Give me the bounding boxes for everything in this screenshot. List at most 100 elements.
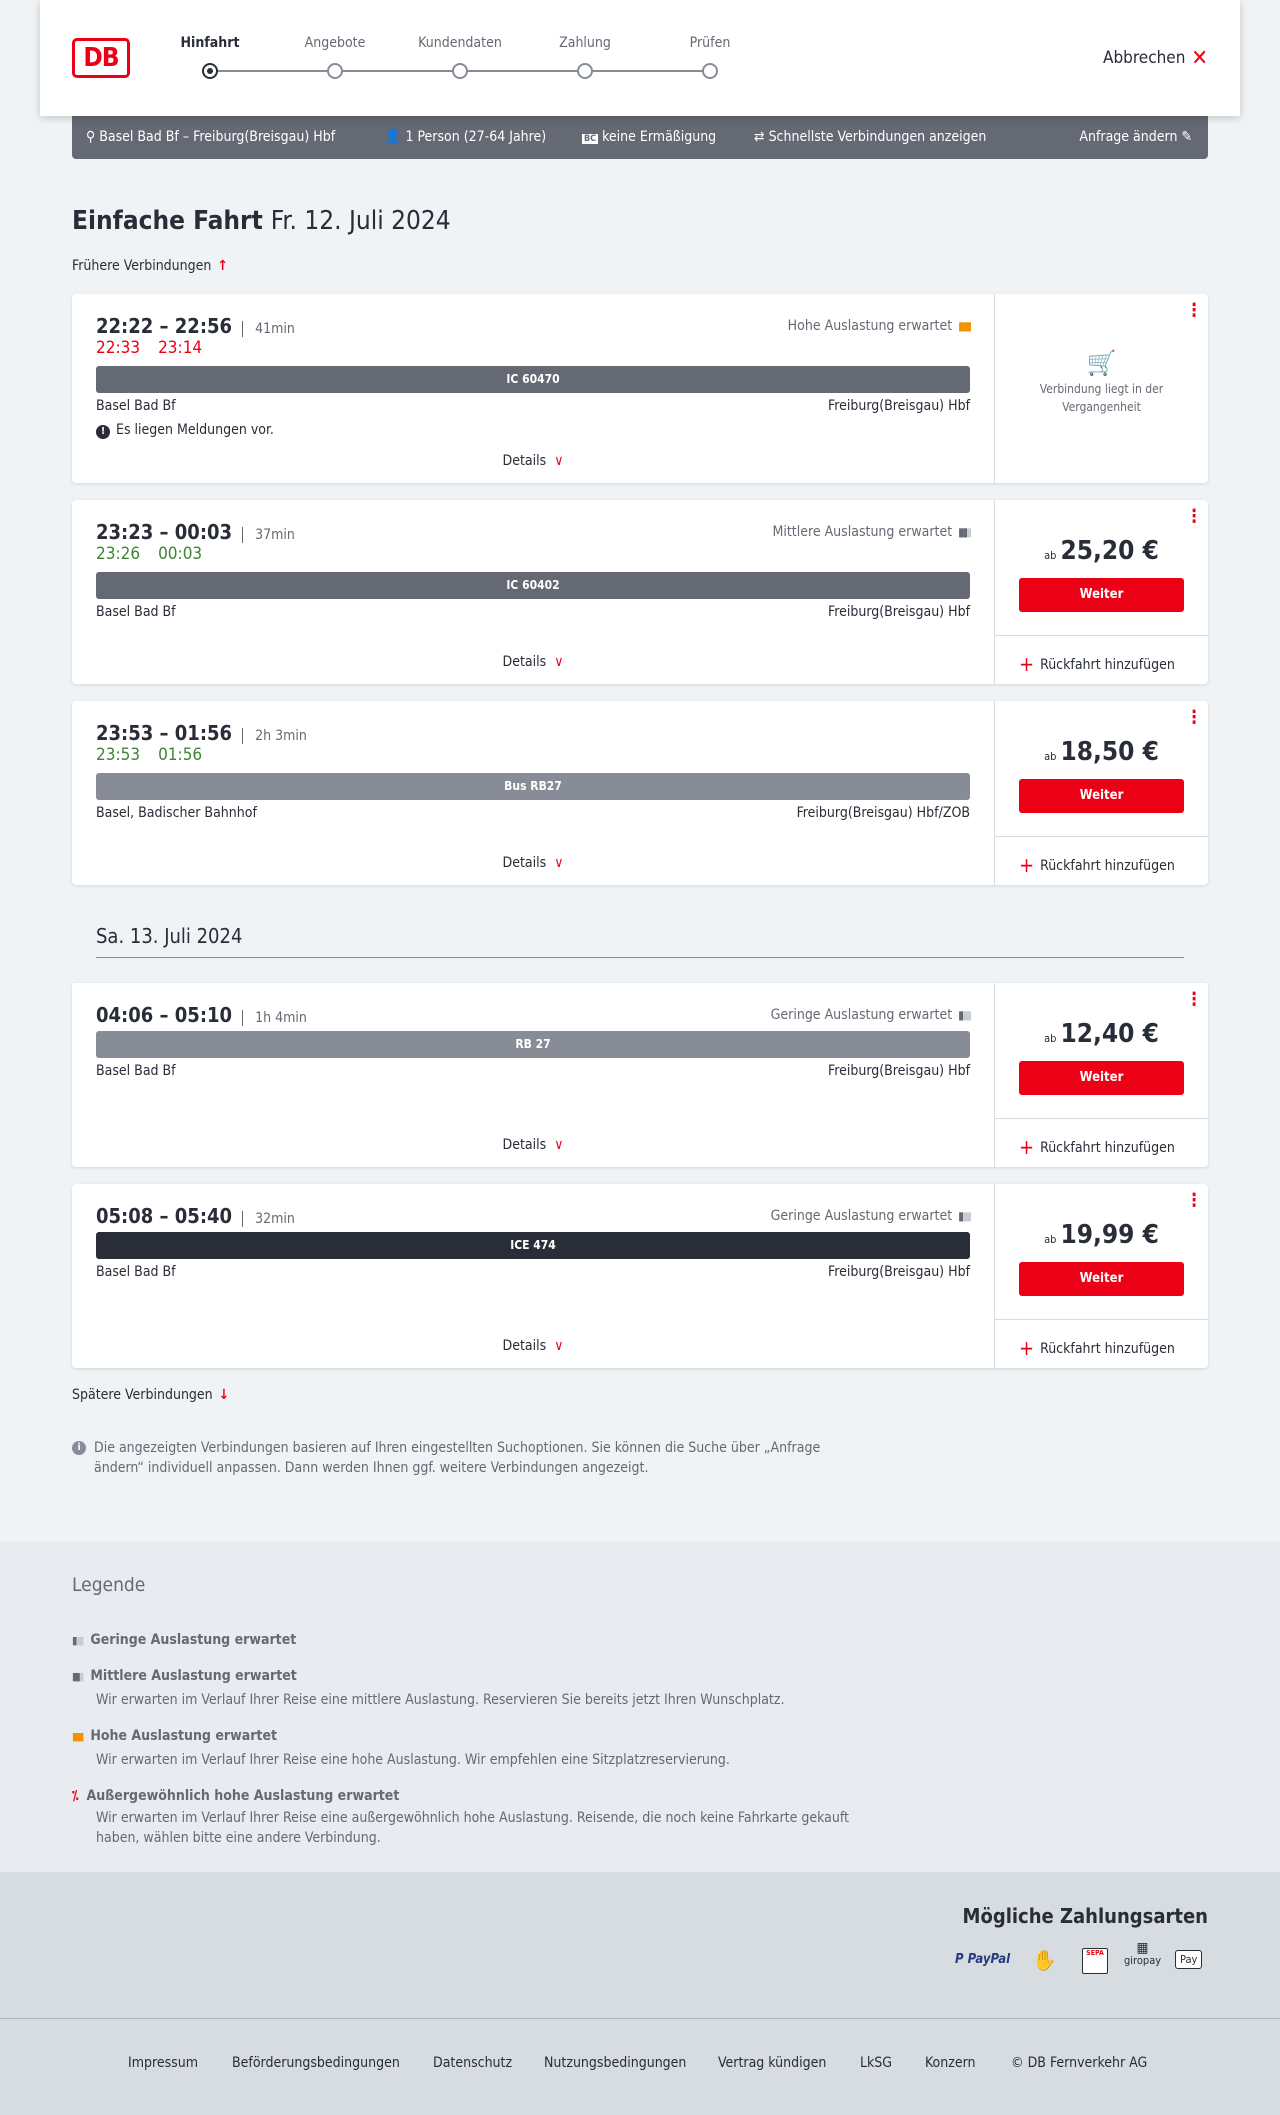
step-dot-3: [452, 63, 468, 79]
footer-link-vertrag-kuendigen[interactable]: Vertrag kündigen: [718, 2055, 827, 2071]
add-return-button[interactable]: + Rückfahrt hinzufügen: [995, 1319, 1208, 1368]
footer-link-datenschutz[interactable]: Datenschutz: [433, 2055, 513, 2071]
details-toggle[interactable]: Details ∨: [72, 1338, 994, 1354]
train-bar[interactable]: ICE 474: [96, 1232, 970, 1259]
realtime-arrival: 00:03: [158, 544, 203, 564]
earlier-connections-link[interactable]: Frühere Verbindungen ↑: [72, 258, 228, 274]
more-options-icon[interactable]: ⋮: [1186, 1190, 1203, 1211]
change-query-button[interactable]: Anfrage ändern ✎: [1079, 129, 1192, 145]
route-summary: ⚲ Basel Bad Bf – Freiburg(Breisgau) Hbf: [86, 129, 335, 145]
legend-item-medium: ▮▮▮ Mittlere Auslastung erwartet Wir erwar…: [72, 1668, 784, 1708]
step-dot-2: [327, 63, 343, 79]
exceptional-occupancy-icon: ⁒: [72, 1789, 79, 1804]
close-icon: ✕: [1191, 46, 1208, 71]
step-angebote: Angebote: [304, 35, 366, 51]
trip-type: Einfache Fahrt: [72, 206, 263, 236]
price-value: 12,40 €: [1060, 1019, 1159, 1049]
train-bar[interactable]: RB 27: [96, 1031, 970, 1058]
realtime-departure: 23:26: [96, 544, 141, 564]
more-options-icon[interactable]: ⋮: [1186, 300, 1203, 321]
train-bar[interactable]: IC 60402: [96, 572, 970, 599]
connection-card: 23:23 – 00:03 37min 23:26 00:03 Mittlere A…: [72, 500, 1208, 684]
page-title: Einfache Fahrt Fr. 12. Juli 2024: [72, 206, 451, 236]
arrival-station: Freiburg(Breisgau) Hbf/ZOB: [796, 805, 970, 821]
duration: 32min: [242, 1211, 295, 1227]
medium-occupancy-icon: ▮▮▮: [958, 525, 972, 539]
chevron-down-icon: ∨: [554, 1338, 564, 1354]
low-occupancy-icon: ▮▮▮: [72, 1634, 84, 1647]
step-zahlung: Zahlung: [559, 35, 611, 51]
connection-card: 23:53 – 01:56 2h 3min 23:53 01:56 Bus RB27…: [72, 701, 1208, 885]
footer-link-befoerderungsbedingungen[interactable]: Beförderungsbedingungen: [232, 2055, 400, 2071]
more-options-icon[interactable]: ⋮: [1186, 506, 1203, 527]
departure-station: Basel Bad Bf: [96, 1063, 176, 1079]
connection-card: 22:22 – 22:56 41min 22:33 23:14 Hohe Ausla…: [72, 294, 1208, 483]
add-return-label: Rückfahrt hinzufügen: [1040, 657, 1175, 673]
duration: 41min: [242, 321, 295, 337]
change-query-label: Anfrage ändern: [1079, 129, 1178, 145]
details-toggle[interactable]: Details ∨: [72, 453, 994, 469]
bahncard-icon: BC: [582, 134, 599, 144]
cancel-button[interactable]: Abbrechen ✕: [1103, 46, 1208, 71]
cancel-label: Abbrechen: [1102, 48, 1186, 68]
arrow-down-icon: ↓: [218, 1387, 230, 1403]
continue-button[interactable]: Weiter: [1019, 779, 1184, 813]
legend-label: Hohe Auslastung erwartet: [90, 1728, 278, 1744]
chevron-down-icon: ∨: [554, 654, 564, 670]
legend-text: Wir erwarten im Verlauf Ihrer Reise eine…: [96, 1692, 785, 1708]
chevron-down-icon: ∨: [554, 453, 564, 469]
duration: 1h 4min: [242, 1010, 307, 1026]
step-hinfahrt: Hinfahrt: [180, 35, 240, 51]
details-toggle[interactable]: Details ∨: [72, 855, 994, 871]
details-toggle[interactable]: Details ∨: [72, 654, 994, 670]
legend-title: Legende: [72, 1574, 146, 1596]
plus-icon: +: [1019, 853, 1035, 877]
low-occupancy-icon: ▮▮▮: [958, 1008, 972, 1022]
step-dot-5: [702, 63, 718, 79]
add-return-label: Rückfahrt hinzufügen: [1040, 1140, 1175, 1156]
step-pruefen: Prüfen: [689, 35, 731, 51]
fastest-text: Schnellste Verbindungen anzeigen: [768, 129, 987, 145]
sepa-logo: SEPA: [1082, 1948, 1108, 1974]
step-dot-4: [577, 63, 593, 79]
date-separator: Sa. 13. Juli 2024: [96, 924, 1184, 958]
trip-date: Fr. 12. Juli 2024: [270, 206, 451, 236]
step-kundendaten: Kundendaten: [418, 35, 502, 51]
details-toggle[interactable]: Details ∨: [72, 1137, 994, 1153]
times-text: 05:08 – 05:40: [96, 1204, 233, 1228]
footer-link-lksg[interactable]: LkSG: [860, 2055, 893, 2071]
swap-icon: ⇄: [754, 129, 765, 145]
later-connections-link[interactable]: Spätere Verbindungen ↓: [72, 1387, 229, 1403]
departure-station: Basel Bad Bf: [96, 604, 176, 620]
add-return-button[interactable]: + Rückfahrt hinzufügen: [995, 1118, 1208, 1167]
continue-button[interactable]: Weiter: [1019, 1061, 1184, 1095]
high-occupancy-icon: ▮▮▮: [958, 319, 972, 333]
giropay-logo: ▦ giropay: [1124, 1941, 1161, 1967]
fastest-toggle[interactable]: ⇄ Schnellste Verbindungen anzeigen: [754, 129, 986, 145]
train-bar[interactable]: Bus RB27: [96, 773, 970, 800]
query-summary-bar: ⚲ Basel Bad Bf – Freiburg(Breisgau) Hbf …: [72, 116, 1208, 159]
more-options-icon[interactable]: ⋮: [1186, 989, 1203, 1010]
continue-button[interactable]: Weiter: [1019, 578, 1184, 612]
train-bar[interactable]: IC 60470: [96, 366, 970, 393]
medium-occupancy-icon: ▮▮▮: [72, 1670, 85, 1683]
db-logo[interactable]: DB: [72, 38, 130, 78]
continue-button[interactable]: Weiter: [1019, 1262, 1184, 1296]
arrival-station: Freiburg(Breisgau) Hbf: [827, 604, 970, 620]
more-options-icon[interactable]: ⋮: [1186, 707, 1203, 728]
footer-link-konzern[interactable]: Konzern: [925, 2055, 976, 2071]
person-icon: 👤: [384, 129, 402, 145]
legend-item-high: ▮▮▮ Hohe Auslastung erwartet Wir erwarten …: [72, 1728, 730, 1768]
connection-card: 05:08 – 05:40 32min Geringe Auslastung er…: [72, 1184, 1208, 1368]
add-return-label: Rückfahrt hinzufügen: [1040, 1341, 1175, 1357]
legend-item-exceptional: ⁒ Außergewöhnlich hohe Auslastung erwarte…: [72, 1788, 852, 1848]
past-label: Verbindung liegt in der Vergangenheit: [1039, 382, 1164, 414]
price: ab 18,50 €: [995, 737, 1208, 767]
arrival-station: Freiburg(Breisgau) Hbf: [827, 1063, 970, 1079]
occupancy: Mittlere Auslastung erwartet ▮▮▮: [772, 524, 972, 540]
add-return-button[interactable]: + Rückfahrt hinzufügen: [995, 836, 1208, 885]
location-pin-icon: ⚲: [86, 129, 96, 145]
footer-link-nutzungsbedingungen[interactable]: Nutzungsbedingungen: [544, 2055, 687, 2071]
footer-link-impressum[interactable]: Impressum: [128, 2055, 198, 2071]
add-return-button[interactable]: + Rückfahrt hinzufügen: [995, 635, 1208, 684]
